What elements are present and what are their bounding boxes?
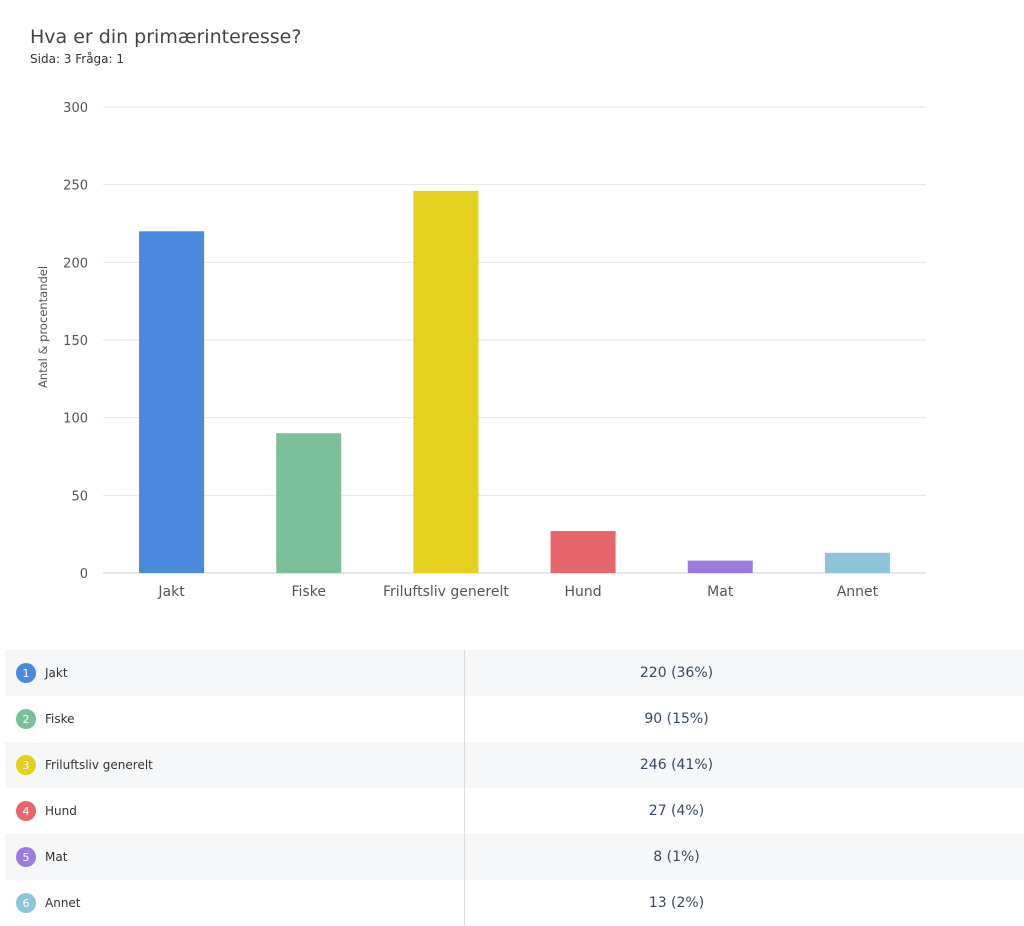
- x-axis-labels: Jakt Fiske Friluftsliv generelt Hund Mat Anne…: [157, 584, 878, 600]
- table-row: 4 Hund 27 (4%): [5, 788, 1024, 834]
- answer-label: Mat: [45, 850, 67, 864]
- bar-hund[interactable]: [551, 531, 616, 573]
- answer-label: Annet: [45, 896, 81, 910]
- number-badge: 1: [16, 663, 36, 683]
- bar-friluftsliv-generelt[interactable]: [413, 191, 478, 573]
- y-tick-label: 150: [63, 334, 88, 349]
- y-tick-label: 50: [71, 489, 88, 504]
- y-tick-label: 200: [63, 256, 88, 271]
- y-axis-ticks: 0 50 100 150 200 250 300: [63, 101, 88, 582]
- bars: [139, 191, 890, 573]
- answer-count-cell: 8 (1%): [465, 834, 1024, 880]
- y-tick-label: 0: [80, 567, 88, 582]
- page-question-subtitle: Sida: 3 Fråga: 1: [30, 52, 124, 66]
- table-row: 3 Friluftsliv generelt 246 (41%): [5, 742, 1024, 788]
- bar-chart: 0 50 100 150 200 250 300 Jakt Fiske Friluftsliv …: [0, 80, 1024, 620]
- answer-label: Jakt: [45, 666, 68, 680]
- answer-label: Hund: [45, 804, 77, 818]
- answer-name-cell: 1 Jakt: [5, 650, 465, 696]
- answer-name-cell: 2 Fiske: [5, 696, 465, 742]
- y-axis-label: Antal & procentandel: [36, 266, 50, 388]
- answer-label: Friluftsliv generelt: [45, 758, 153, 772]
- y-tick-label: 300: [63, 101, 88, 116]
- table-row: 2 Fiske 90 (15%): [5, 696, 1024, 742]
- table-row: 6 Annet 13 (2%): [5, 880, 1024, 926]
- table-row: 1 Jakt 220 (36%): [5, 650, 1024, 696]
- answer-label: Fiske: [45, 712, 75, 726]
- bar-fiske[interactable]: [276, 433, 341, 573]
- x-category-label: Jakt: [157, 584, 185, 600]
- x-category-label: Hund: [564, 584, 601, 600]
- number-badge: 6: [16, 893, 36, 913]
- number-badge: 3: [16, 755, 36, 775]
- answer-name-cell: 5 Mat: [5, 834, 465, 880]
- bar-mat[interactable]: [688, 561, 753, 573]
- answer-count-cell: 27 (4%): [465, 788, 1024, 834]
- answers-table: 1 Jakt 220 (36%) 2 Fiske 90 (15%) 3 Friluftsliv…: [5, 650, 1024, 926]
- y-tick-label: 100: [63, 412, 88, 427]
- grid-lines: [103, 107, 926, 573]
- answer-name-cell: 4 Hund: [5, 788, 465, 834]
- x-category-label: Fiske: [292, 584, 326, 600]
- chart-title: Hva er din primærinteresse?: [30, 26, 301, 48]
- number-badge: 2: [16, 709, 36, 729]
- bar-annet[interactable]: [825, 553, 890, 573]
- bar-jakt[interactable]: [139, 231, 204, 573]
- x-category-label: Annet: [837, 584, 879, 600]
- answer-count-cell: 90 (15%): [465, 696, 1024, 742]
- table-row: 5 Mat 8 (1%): [5, 834, 1024, 880]
- answer-name-cell: 3 Friluftsliv generelt: [5, 742, 465, 788]
- x-category-label: Friluftsliv generelt: [383, 584, 509, 600]
- number-badge: 4: [16, 801, 36, 821]
- y-tick-label: 250: [63, 179, 88, 194]
- answer-count-cell: 13 (2%): [465, 880, 1024, 926]
- x-category-label: Mat: [707, 584, 734, 600]
- number-badge: 5: [16, 847, 36, 867]
- answer-name-cell: 6 Annet: [5, 880, 465, 926]
- answer-count-cell: 220 (36%): [465, 650, 1024, 696]
- answer-count-cell: 246 (41%): [465, 742, 1024, 788]
